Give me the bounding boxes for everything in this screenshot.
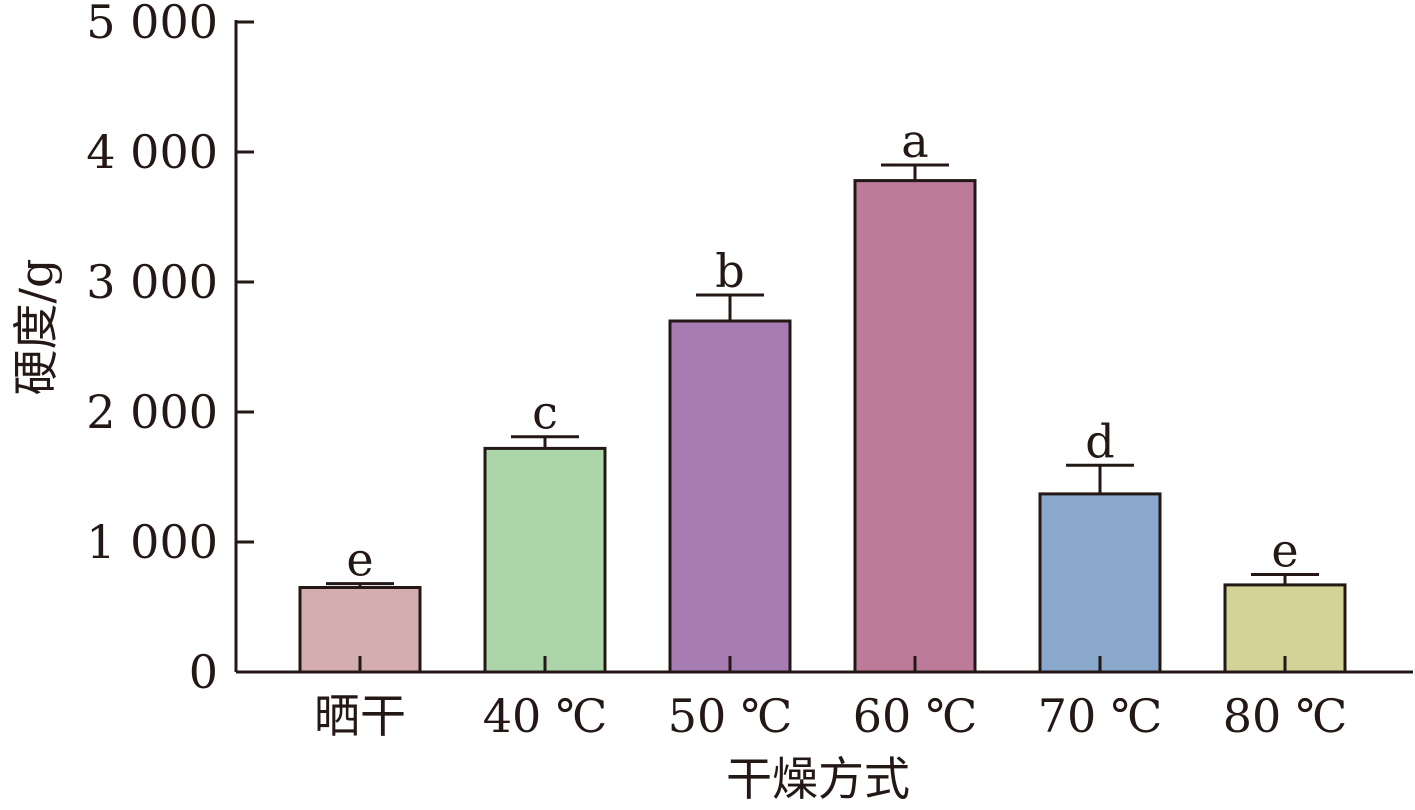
error-bar	[1251, 573, 1319, 585]
y-ticks: 0 1 000 2 000 3 000 4 000 5 000	[86, 0, 254, 699]
significance-label: e	[346, 533, 373, 587]
error-bars	[326, 163, 1319, 588]
y-tick-label: 3 000	[86, 255, 218, 309]
x-axis-title: 干燥方式	[726, 752, 910, 806]
significance-label: d	[1085, 414, 1114, 468]
y-tick-label: 2 000	[86, 385, 218, 439]
significance-label: a	[901, 114, 928, 168]
significance-label: b	[715, 244, 744, 298]
error-bar	[1066, 463, 1134, 494]
bar	[668, 319, 792, 674]
y-tick-label: 5 000	[86, 0, 218, 49]
y-tick-label: 1 000	[86, 515, 218, 569]
significance-label: c	[532, 386, 558, 440]
error-bar	[511, 435, 579, 449]
x-tick-label: 70 ℃	[1038, 689, 1163, 743]
y-axis-title: 硬度/g	[9, 259, 63, 396]
significance-label: e	[1271, 524, 1298, 578]
bar	[483, 446, 607, 674]
y-tick-label: 4 000	[86, 125, 218, 179]
y-tick-label: 0	[189, 645, 218, 699]
error-bar	[696, 293, 764, 321]
bar	[1038, 492, 1162, 674]
x-tick-label: 60 ℃	[853, 689, 978, 743]
significance-labels: e c b a d e	[346, 114, 1298, 587]
x-tick-label: 40 ℃	[483, 689, 608, 743]
bars	[298, 179, 1347, 674]
error-bar	[881, 163, 949, 181]
x-tick-label: 80 ℃	[1223, 689, 1348, 743]
x-tick-label: 晒干	[314, 689, 406, 743]
bar	[853, 179, 977, 674]
category-labels: 晒干 40 ℃ 50 ℃ 60 ℃ 70 ℃ 80 ℃	[314, 689, 1347, 743]
x-tick-label: 50 ℃	[668, 689, 793, 743]
error-bar	[326, 582, 394, 588]
